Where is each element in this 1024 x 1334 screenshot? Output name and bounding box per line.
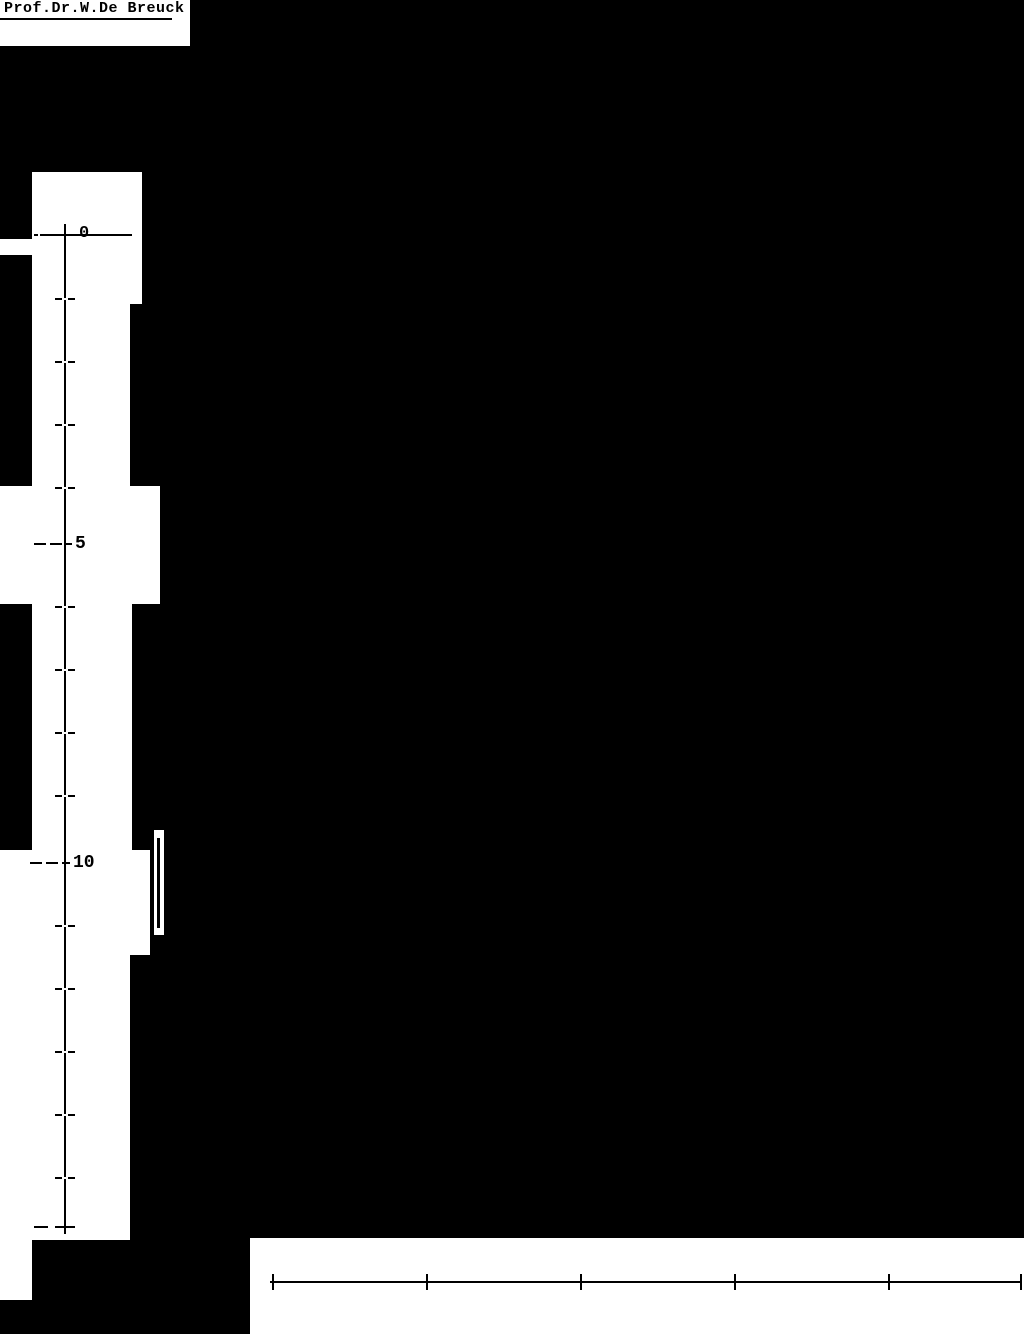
header-underline [0, 18, 172, 20]
y-axis-dash-10a [30, 862, 42, 864]
x-axis-tick [272, 1274, 274, 1290]
y-axis-label-0: 0 [79, 224, 89, 243]
y-axis-minor-tick-gap [62, 795, 68, 797]
y-axis-minor-tick-gap [62, 606, 68, 608]
y-axis-zero-dash [34, 234, 38, 236]
y-axis-dash-5c [66, 543, 72, 545]
y-axis-label-10: 10 [73, 853, 95, 873]
x-axis-tick [734, 1274, 736, 1290]
y-axis-bottom-dash [34, 1226, 48, 1228]
x-axis-tick [580, 1274, 582, 1290]
author-label: Prof.Dr.W.De Breuck [4, 0, 185, 17]
y-axis-dash-10b [46, 862, 58, 864]
y-axis-minor-tick-gap [62, 487, 68, 489]
y-axis-minor-tick-gap [62, 1051, 68, 1053]
header-panel: Prof.Dr.W.De Breuck [0, 0, 190, 46]
x-axis-panel [250, 1238, 1024, 1334]
y-axis-minor-tick-gap [62, 1177, 68, 1179]
y-axis-line [64, 224, 66, 1234]
y-axis-panel-mid1 [32, 282, 130, 486]
y-axis-minor-tick-gap [62, 669, 68, 671]
y-axis-panel-mid2 [32, 604, 132, 862]
y-axis-minor-tick-gap [62, 298, 68, 300]
y-axis-right-strip-line [157, 838, 160, 928]
x-axis-tick [426, 1274, 428, 1290]
y-axis-panel-ext1 [0, 239, 32, 255]
y-axis-minor-tick-gap [62, 1114, 68, 1116]
y-axis-dash-5b [50, 543, 62, 545]
y-axis-minor-tick [55, 1226, 75, 1228]
y-axis-minor-tick-gap [62, 361, 68, 363]
y-axis-minor-tick-gap [62, 988, 68, 990]
y-axis-label-5: 5 [75, 534, 86, 554]
y-axis-dash-10c [62, 862, 70, 864]
y-axis-minor-tick-gap [62, 732, 68, 734]
x-axis-line [270, 1281, 1020, 1283]
x-axis-tick [1020, 1274, 1022, 1290]
x-axis-tick [888, 1274, 890, 1290]
y-axis-panel-bottom2 [0, 1240, 32, 1300]
y-axis-minor-tick-gap [62, 925, 68, 927]
y-axis-minor-tick-gap [62, 424, 68, 426]
y-axis-dash-5a [34, 543, 46, 545]
